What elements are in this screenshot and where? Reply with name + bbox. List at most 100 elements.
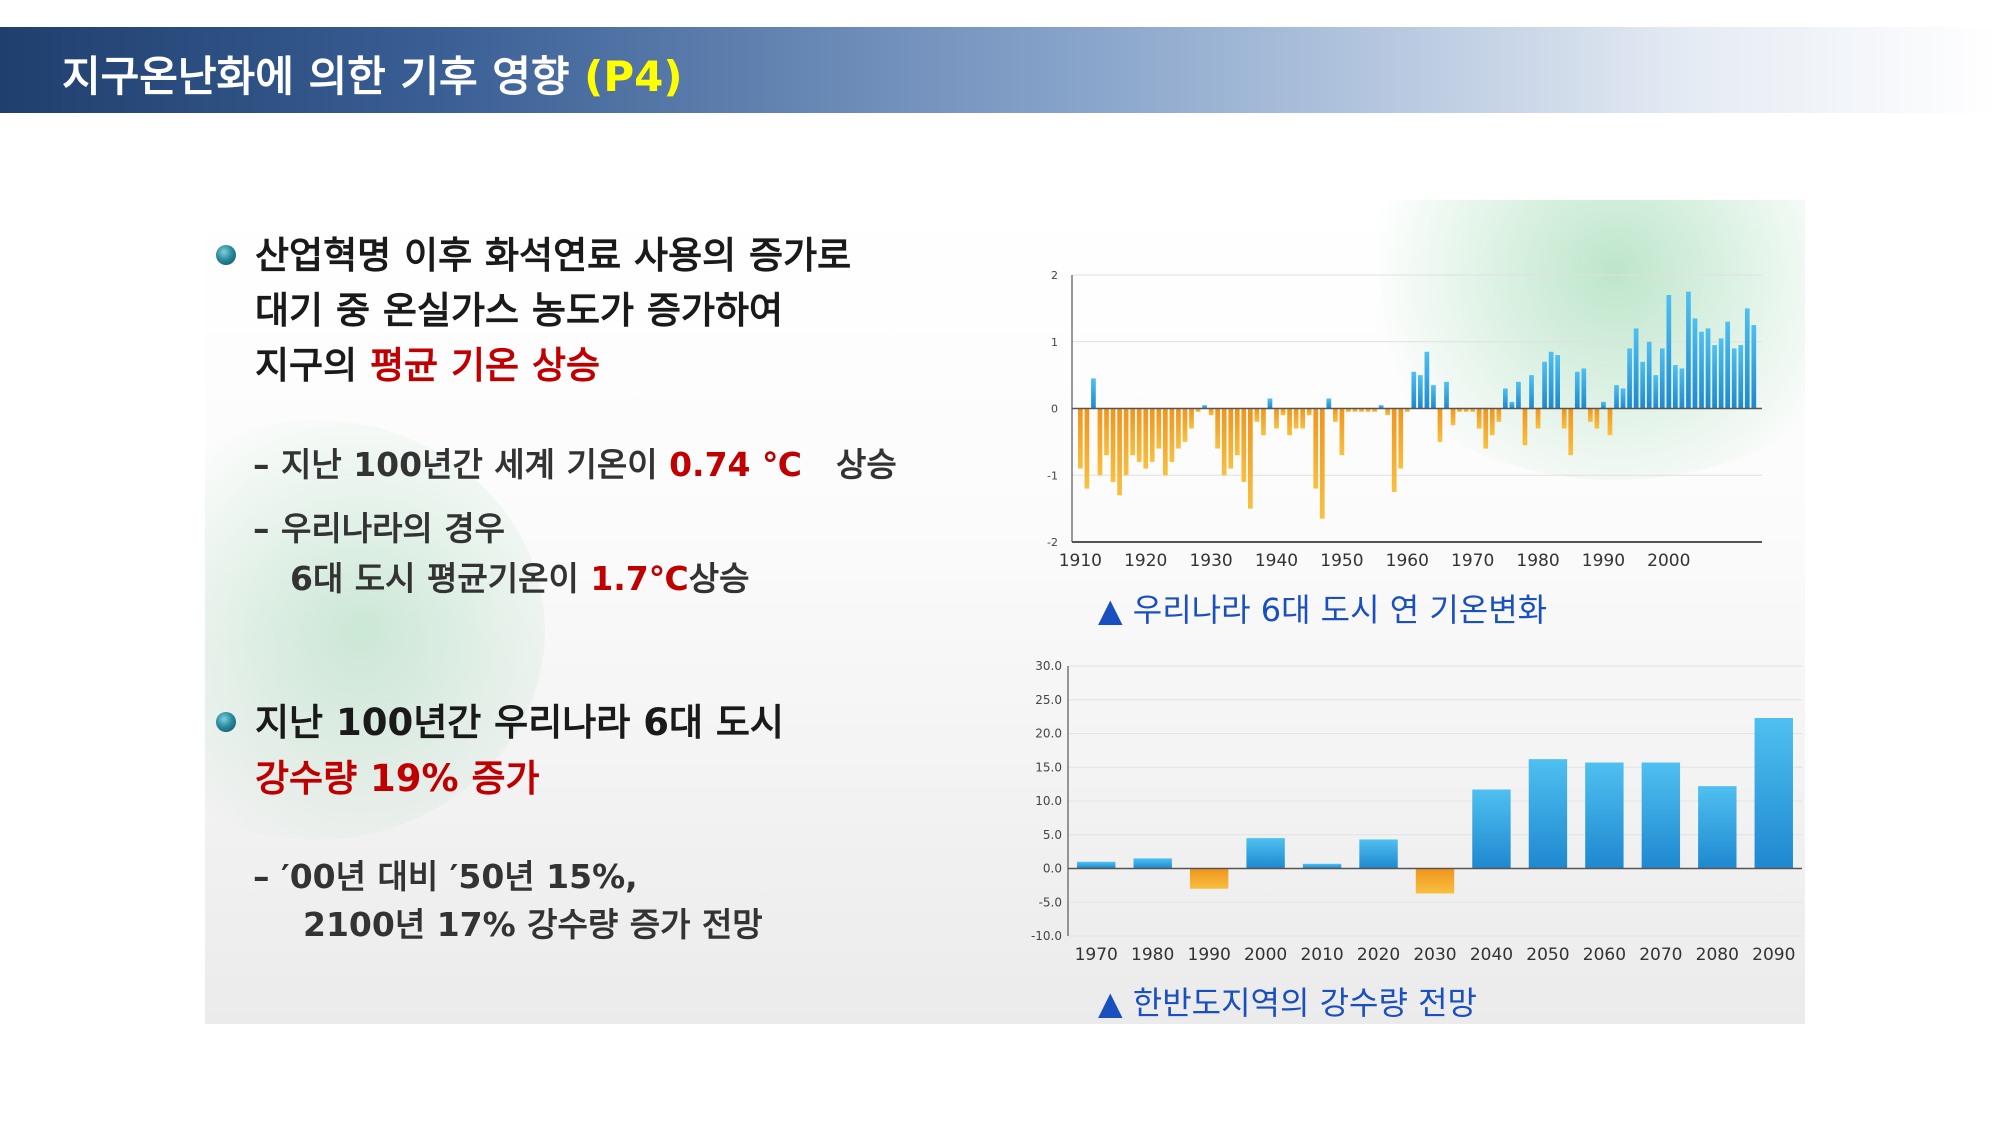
chart2-y-tick-label: 25.0 [1035,693,1062,707]
chart1-bar [1287,408,1292,436]
chart1-bar [1568,408,1574,456]
chart1-bar [1248,408,1253,509]
chart2-x-tick-label: 1980 [1131,945,1174,965]
chart2-x-tick-label: 2030 [1413,945,1456,965]
section1-line1: 산업혁명 이후 화석연료 사용의 증가로 [255,234,852,277]
chart1-bar [1398,408,1404,469]
chart2-bar [1189,868,1229,889]
chart2-y-tick-label: -5.0 [1039,895,1062,909]
page-title: 지구온난화에 의한 기후 영향 (P4) [62,43,683,104]
chart1-bar [1640,361,1646,409]
section2-sub2: 2100년 17% 강수량 증가 전망 [303,905,763,944]
chart1-bar [1274,408,1279,429]
chart1-x-tick-label: 1940 [1255,551,1298,571]
chart1-bar [1607,408,1613,436]
section1-sub1-value: 0.74 ℃ [669,445,802,484]
chart2-x-tick-label: 1990 [1188,945,1231,965]
chart2-bar [1472,789,1511,869]
section2-line1: 지난 100년간 우리나라 6대 도시 [255,701,784,744]
chart1-bar [1712,345,1717,409]
chart1-bar [1601,401,1606,409]
chart1-x-tick-label: 1970 [1451,551,1494,571]
chart1-bar [1574,371,1580,409]
chart1-bar [1228,408,1234,469]
chart1-bar [1293,408,1299,429]
chart1-bar [1457,408,1462,412]
chart1-y-tick-label: 2 [1051,269,1058,282]
chart1-bar [1594,408,1600,429]
chart1-bar [1744,308,1750,409]
chart1-bar [1378,405,1384,409]
chart1-bar [1522,408,1528,446]
chart1-bar [1699,331,1704,409]
chart1-bar [1149,408,1155,462]
chart1-bar [1372,408,1377,412]
chart2-bar [1415,868,1455,894]
chart1-bar [1555,355,1561,409]
chart1-bar [1470,408,1476,412]
chart1-x-tick-label: 1990 [1582,551,1625,571]
chart2-bar [1302,863,1342,869]
chart1-bar [1614,385,1619,409]
chart1-x-tick-label: 1920 [1124,551,1167,571]
chart2-x-tick-label: 1970 [1075,945,1118,965]
chart1-bar [1176,408,1181,449]
page-title-text: 지구온난화에 의한 기후 영향 [62,52,570,101]
chart2-y-tick-label: 20.0 [1035,727,1062,741]
chart2-x-tick-label: 2090 [1752,945,1795,965]
section1-line2: 대기 중 온실가스 농도가 증가하여 [255,289,784,332]
chart1-bar [1110,408,1116,482]
chart1-bar [1620,388,1626,409]
chart2-bar [1528,759,1568,869]
chart1-bar [1463,408,1469,412]
chart2-bar [1698,786,1737,869]
chart1-bar [1195,408,1201,412]
chart1-bar [1117,408,1122,496]
chart1-bar [1339,408,1345,456]
chart1-bar [1313,408,1319,489]
chart1-bar [1535,408,1541,429]
chart1-caption: ▲ 우리나라 6대 도시 연 기온변화 [1098,591,1548,629]
chart1-y-tick-label: -1 [1047,469,1058,482]
chart1-bar [1359,408,1364,412]
chart1-bar [1097,408,1103,476]
section1-sub2-value: 1.7℃ [590,559,689,598]
chart1-bar [1091,378,1096,409]
chart1-bar [1450,408,1456,426]
bullet-icon [216,245,236,265]
title-bar: 지구온난화에 의한 기후 영향 (P4) [0,27,2000,113]
chart2-y-tick-label: -10.0 [1031,929,1062,943]
chart1-bar [1326,398,1332,409]
chart1-bar [1666,295,1672,409]
chart2-bar [1246,838,1285,869]
chart1-bar [1404,408,1410,412]
chart1-bar [1182,408,1188,442]
chart2-x-tick-label: 2020 [1357,945,1400,965]
chart1-bar [1751,325,1757,409]
chart1-bar [1646,341,1652,409]
chart2-x-tick-label: 2050 [1526,945,1569,965]
chart1-bar [1653,375,1659,409]
chart1-bar [1633,328,1639,409]
chart1-bar [1437,408,1443,442]
chart1-bar [1509,401,1515,409]
chart1-bar [1705,328,1711,409]
chart1-bar [1516,381,1521,409]
chart1-bar [1189,408,1194,429]
chart1-x-tick-label: 2000 [1647,551,1690,571]
chart1-bar [1588,408,1593,422]
chart1-bar [1208,408,1214,416]
chart1-bar [1156,408,1162,449]
chart1-bar [1692,318,1698,409]
chart1-bar [1261,408,1266,436]
chart1-bar [1686,291,1691,409]
chart2-bar [1359,839,1398,869]
chart1-bar [1365,408,1371,412]
section1-sub2-prefix: 6대 도시 평균기온이 [290,559,591,598]
chart1-x-tick-label: 1950 [1320,551,1363,571]
chart1-bar [1561,408,1567,429]
chart1-bar [1169,408,1175,462]
chart1-bar [1548,351,1554,409]
chart1-bar [1725,321,1731,409]
